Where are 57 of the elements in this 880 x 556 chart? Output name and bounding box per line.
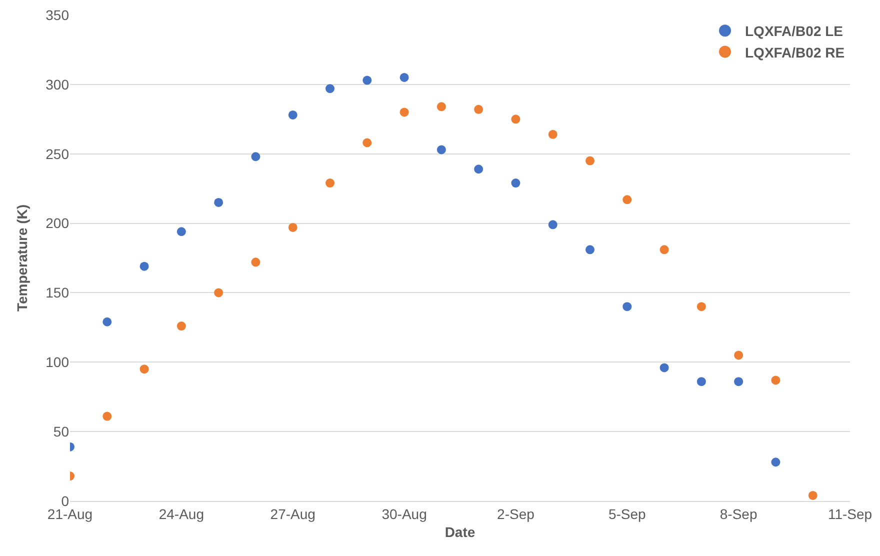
point [474,164,484,174]
point [400,108,409,117]
point [734,350,744,360]
point [140,262,149,271]
point [808,490,818,500]
point [548,130,558,139]
point [548,220,558,230]
point [362,76,372,85]
y-tick-label: 150 [46,284,70,301]
point [696,302,706,312]
point [696,377,706,386]
point [511,114,520,124]
y-axis-title: Temperature (K) [14,204,30,312]
y-tick-label: 200 [46,215,70,232]
x-tick-label: 5-Sep [608,506,646,522]
point [362,138,372,148]
y-tick-label: 50 [53,423,70,440]
point [214,288,224,298]
point [326,178,334,188]
legend-label: LQXFA/B02 RE [745,44,845,60]
x-tick-label: 8-Sep [720,506,758,522]
point [660,245,669,254]
y-tick-label: 250 [46,146,70,162]
point [511,178,520,188]
y-tick-label: 300 [46,76,70,92]
point [176,227,186,236]
point [400,72,409,82]
point [176,322,186,331]
point [288,222,298,232]
point [436,145,446,154]
point [436,102,446,112]
point [660,363,669,372]
x-tick-label: 24-Aug [158,506,204,522]
x-tick-label: 30-Aug [382,506,427,522]
point [474,104,484,114]
point [251,258,260,267]
legend-label: LQXFA/B02 LE [745,23,844,40]
point [102,412,112,421]
point [288,110,298,120]
x-tick-label: 2-Sep [497,506,535,522]
y-tick-label: 100 [46,354,70,370]
point [140,364,149,374]
point [771,458,780,467]
point [771,376,780,385]
point [586,245,594,254]
point [251,152,260,162]
point [622,302,632,312]
point [586,156,594,166]
x-axis-title: Date [444,524,476,540]
point [214,198,224,207]
x-tick-label: 11-Sep [828,506,872,522]
point [734,377,744,386]
x-tick-label: 27-Aug [270,506,316,522]
point [102,317,112,326]
y-tick-label: 350 [46,6,70,23]
point [622,195,632,204]
point [326,84,334,94]
